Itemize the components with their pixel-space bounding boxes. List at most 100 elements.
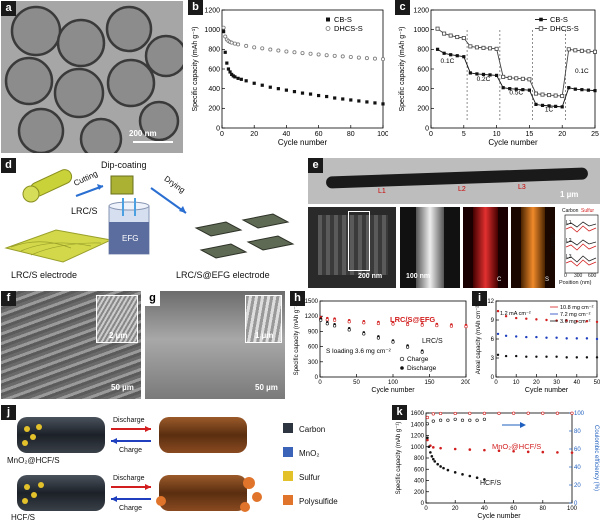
data-point: [553, 93, 558, 98]
data-point: [453, 417, 457, 421]
x-tick-label: 20: [250, 131, 258, 138]
data-point: [376, 336, 380, 340]
legend-polysulfide-label: Polysulfide: [299, 497, 338, 506]
data-point: [535, 318, 538, 321]
data-point: [292, 50, 297, 55]
data-point: [420, 323, 424, 327]
y-axis-label: Specific capacity (mAh g⁻¹): [399, 27, 406, 112]
data-point: [497, 449, 501, 452]
data-point: [432, 446, 435, 449]
panel-label: a: [1, 1, 16, 16]
x-tick-label: 15: [526, 131, 534, 138]
charge-label: Charge: [119, 447, 142, 454]
y-tick-label: 0: [216, 125, 220, 132]
data-point: [483, 478, 486, 481]
data-point: [514, 87, 518, 91]
y-tick-label: 1400: [411, 422, 425, 428]
data-point: [260, 46, 265, 51]
y-tick-label: 400: [417, 86, 429, 93]
data-point: [475, 72, 479, 76]
data-point: [300, 51, 305, 56]
data-point: [222, 30, 226, 34]
data-point: [226, 67, 231, 71]
tem-zoom-image: 200 nm: [308, 207, 396, 288]
panel-label: k: [392, 405, 407, 420]
profile-tick-0: 0: [564, 273, 567, 279]
y-tick-label: 6: [491, 337, 495, 343]
data-point: [573, 87, 577, 91]
data-point: [555, 336, 558, 339]
panel-label: e: [308, 158, 323, 173]
data-point: [560, 105, 564, 109]
chart-h: 0 50 100 150 200 0 300 600 900 1200 1500 Cycle numb…: [294, 299, 470, 394]
y-axis-label: Specific capacity (mAh g⁻¹): [294, 303, 300, 376]
data-point: [268, 47, 273, 52]
electrode-left-label: LRC/S electrode: [11, 270, 78, 280]
data-point: [420, 350, 424, 354]
tube-mno2-discharged: [159, 417, 247, 453]
data-point: [593, 89, 597, 93]
data-point: [538, 26, 544, 31]
y-axis-label: Specific capacity (mAh g⁻¹): [192, 27, 199, 112]
y-tick-label: 200: [208, 106, 220, 113]
y-tick-label: 800: [417, 47, 429, 54]
data-point: [575, 337, 578, 340]
data-point: [586, 49, 591, 54]
data-point: [496, 332, 500, 336]
data-point: [435, 323, 439, 328]
y-tick-label: 400: [414, 479, 425, 485]
data-point: [221, 25, 226, 30]
data-point: [540, 92, 545, 97]
data-point: [579, 48, 584, 53]
data-point: [527, 77, 532, 82]
data-point: [364, 56, 369, 61]
data-point: [225, 61, 229, 65]
data-point: [501, 74, 506, 79]
x-tick-label: 20: [452, 506, 459, 512]
x-axis-label: Cycle number: [371, 387, 415, 394]
data-point: [426, 438, 429, 442]
data-point: [236, 42, 241, 47]
data-point: [462, 55, 466, 59]
y-tick-label: 1200: [413, 7, 429, 14]
data-point: [332, 324, 337, 328]
data-point: [381, 102, 385, 106]
data-point: [595, 320, 599, 324]
panel-label: i: [472, 291, 487, 306]
data-point: [268, 85, 272, 89]
sem-inset-g: [245, 295, 282, 343]
tube-hcf-discharged: [159, 475, 247, 511]
data-point: [526, 411, 530, 415]
x-tick-label: 30: [553, 380, 560, 386]
data-point: [535, 355, 538, 358]
data-point: [300, 91, 305, 95]
data-point: [332, 318, 337, 322]
scale-bar-label: 100 nm: [406, 273, 431, 280]
data-point: [525, 335, 528, 339]
legend-cube-sulfur: [283, 471, 293, 481]
data-point: [391, 322, 395, 326]
data-point: [438, 411, 443, 416]
axis-pointer-arrowhead: [520, 422, 526, 428]
data-point: [512, 449, 515, 453]
y-tick-label: 600: [417, 66, 429, 73]
legend-marker: [399, 356, 405, 362]
data-point: [348, 55, 353, 60]
y-tick-label: 200: [414, 490, 425, 496]
x-tick-label: 25: [591, 131, 599, 138]
x-tick-label: 50: [353, 380, 360, 386]
data-point: [442, 466, 445, 470]
y-tick-label: 400: [208, 86, 220, 93]
scale-bar-label: 200 nm: [358, 273, 383, 280]
chart-k: 0 20 40 60 80 1000200400600800100012001400160…: [396, 411, 599, 520]
data-point: [545, 355, 548, 358]
x-tick-label: 100: [567, 506, 578, 512]
mechanism-schematic: [17, 417, 293, 512]
data-point: [570, 411, 574, 415]
y-tick-label: 1200: [204, 7, 220, 14]
series-label: LRC/S: [422, 338, 443, 345]
panel-label: c: [395, 0, 410, 15]
x-tick-label: 10: [493, 131, 501, 138]
mark-l3: L3: [518, 184, 526, 191]
y-tick-label: 600: [414, 467, 425, 473]
